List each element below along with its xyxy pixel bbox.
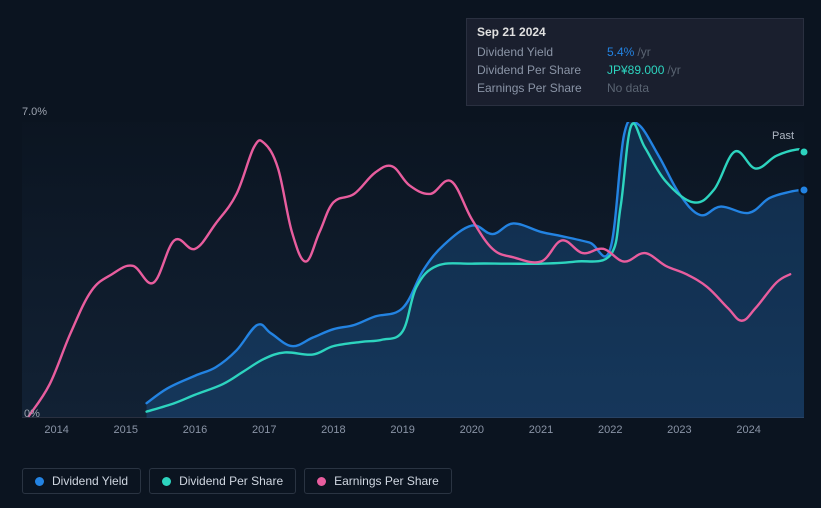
- tooltip-row: Earnings Per ShareNo data: [477, 79, 793, 97]
- x-tick: 2014: [44, 424, 68, 436]
- plot-region[interactable]: Past: [22, 122, 804, 418]
- chart-area: 7.0% Past 0% 2014 2015 2016 2017 2018 2019 202…: [22, 108, 804, 448]
- x-tick: 2021: [529, 424, 553, 436]
- legend-item[interactable]: Dividend Per Share: [149, 468, 296, 494]
- tooltip-row-value: No data: [607, 79, 793, 97]
- x-tick: 2020: [460, 424, 484, 436]
- tooltip-row-label: Dividend Per Share: [477, 61, 607, 79]
- past-label: Past: [772, 130, 794, 142]
- x-axis: 2014 2015 2016 2017 2018 2019 2020 2021 2022 2023…: [22, 424, 804, 444]
- x-tick: 2024: [736, 424, 760, 436]
- x-tick: 2023: [667, 424, 691, 436]
- legend-item[interactable]: Dividend Yield: [22, 468, 141, 494]
- y-axis-label-bottom: 0%: [24, 408, 40, 420]
- tooltip-row: Dividend Yield5.4%/yr: [477, 43, 793, 61]
- legend: Dividend Yield Dividend Per Share Earnings…: [22, 468, 452, 494]
- tooltip-row-value: 5.4%/yr: [607, 43, 793, 61]
- legend-label: Dividend Per Share: [179, 474, 283, 488]
- x-tick: 2022: [598, 424, 622, 436]
- tooltip-row-value: JP¥89.000/yr: [607, 61, 793, 79]
- series-fill-dividend_yield: [147, 122, 804, 418]
- legend-label: Earnings Per Share: [334, 474, 439, 488]
- x-tick: 2017: [252, 424, 276, 436]
- tooltip-row-label: Earnings Per Share: [477, 79, 607, 97]
- chart-tooltip: Sep 21 2024 Dividend Yield5.4%/yrDividen…: [466, 18, 804, 106]
- legend-dot-icon: [35, 477, 44, 486]
- legend-label: Dividend Yield: [52, 474, 128, 488]
- x-tick: 2018: [321, 424, 345, 436]
- chart-svg: [22, 122, 804, 418]
- legend-item[interactable]: Earnings Per Share: [304, 468, 452, 494]
- x-tick: 2016: [183, 424, 207, 436]
- tooltip-row: Dividend Per ShareJP¥89.000/yr: [477, 61, 793, 79]
- legend-dot-icon: [317, 477, 326, 486]
- tooltip-date: Sep 21 2024: [477, 25, 793, 43]
- x-tick: 2015: [114, 424, 138, 436]
- series-endpoint-dividend_per_share: [799, 146, 810, 157]
- legend-dot-icon: [162, 477, 171, 486]
- x-tick: 2019: [390, 424, 414, 436]
- tooltip-row-label: Dividend Yield: [477, 43, 607, 61]
- tooltip-table: Dividend Yield5.4%/yrDividend Per ShareJ…: [477, 43, 793, 97]
- y-axis-label-top: 7.0%: [22, 106, 47, 118]
- series-endpoint-dividend_yield: [799, 184, 810, 195]
